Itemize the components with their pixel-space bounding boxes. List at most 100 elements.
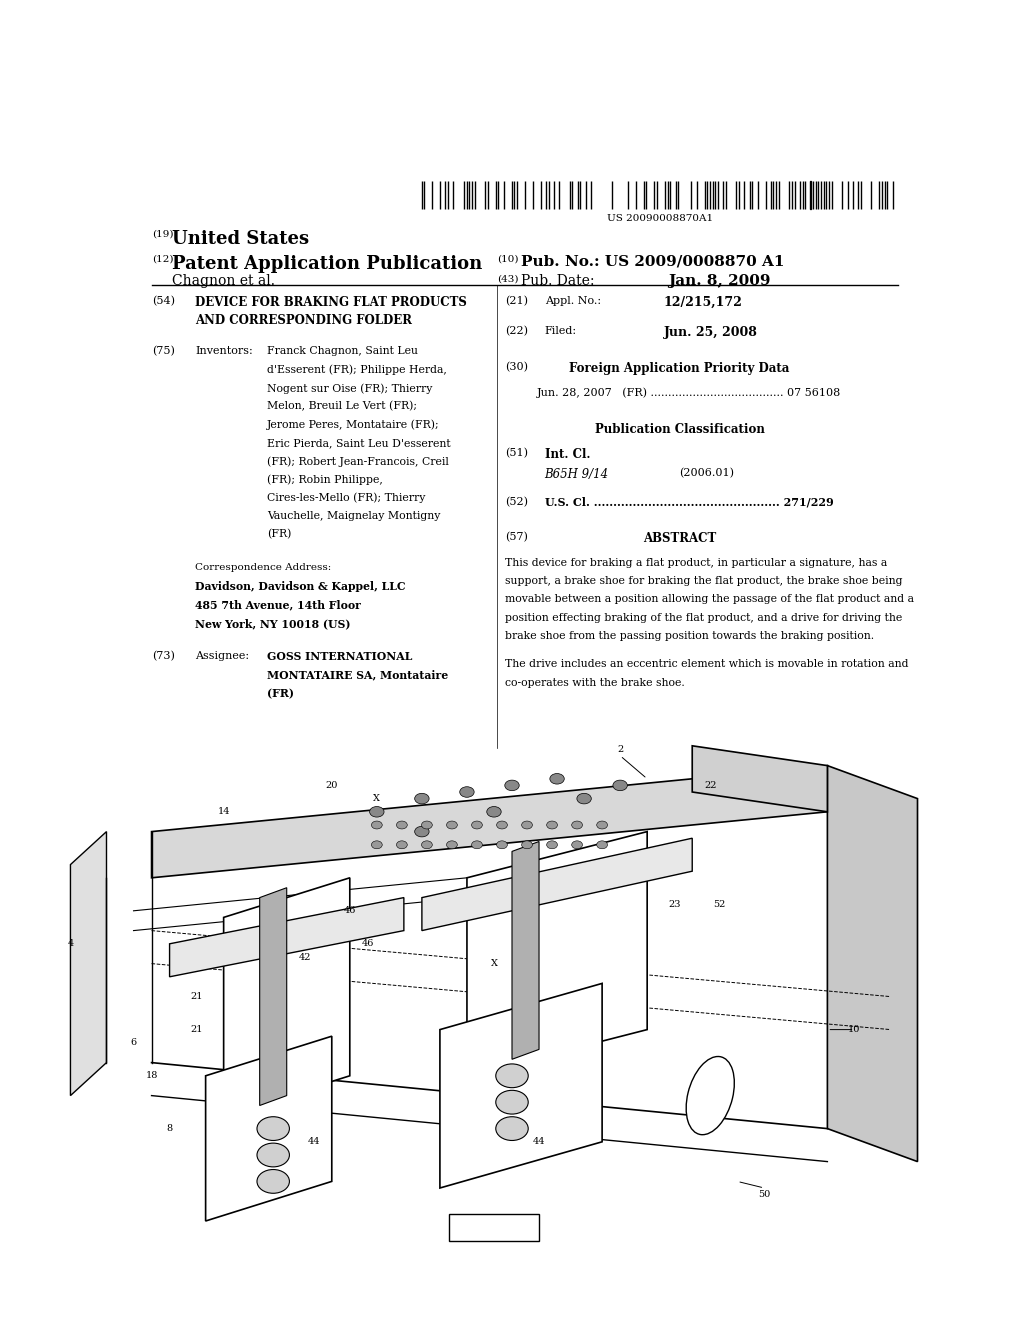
Polygon shape bbox=[152, 766, 827, 878]
Text: United States: United States bbox=[172, 230, 309, 248]
Circle shape bbox=[396, 821, 408, 829]
Text: (12): (12) bbox=[152, 255, 173, 264]
Text: Patent Application Publication: Patent Application Publication bbox=[172, 255, 482, 273]
Polygon shape bbox=[440, 983, 602, 1188]
Text: (FR); Robert Jean-Francois, Creil: (FR); Robert Jean-Francois, Creil bbox=[267, 457, 449, 467]
Text: (2006.01): (2006.01) bbox=[680, 469, 734, 479]
Circle shape bbox=[257, 1117, 290, 1140]
Circle shape bbox=[496, 1064, 528, 1088]
Polygon shape bbox=[223, 878, 350, 1115]
Circle shape bbox=[446, 841, 458, 849]
Text: Cires-les-Mello (FR); Thierry: Cires-les-Mello (FR); Thierry bbox=[267, 492, 425, 503]
Circle shape bbox=[613, 780, 628, 791]
Polygon shape bbox=[827, 766, 918, 1162]
Text: 20: 20 bbox=[326, 781, 338, 789]
Circle shape bbox=[471, 821, 482, 829]
Text: (54): (54) bbox=[152, 296, 175, 306]
Text: 14: 14 bbox=[217, 808, 230, 816]
Text: 6: 6 bbox=[130, 1039, 136, 1047]
Circle shape bbox=[372, 841, 382, 849]
Polygon shape bbox=[422, 838, 692, 931]
Text: Correspondence Address:: Correspondence Address: bbox=[196, 562, 332, 572]
Text: Pub. Date:: Pub. Date: bbox=[521, 275, 594, 288]
Circle shape bbox=[486, 807, 501, 817]
Text: B65H 9/14: B65H 9/14 bbox=[545, 469, 608, 482]
Circle shape bbox=[257, 1143, 290, 1167]
Polygon shape bbox=[260, 887, 287, 1106]
Text: (75): (75) bbox=[152, 346, 175, 356]
Text: 18: 18 bbox=[145, 1072, 158, 1080]
Circle shape bbox=[521, 821, 532, 829]
Ellipse shape bbox=[686, 1056, 734, 1135]
Polygon shape bbox=[512, 842, 539, 1059]
Polygon shape bbox=[467, 832, 647, 1076]
Text: Franck Chagnon, Saint Leu: Franck Chagnon, Saint Leu bbox=[267, 346, 418, 356]
Text: Jan. 8, 2009: Jan. 8, 2009 bbox=[668, 275, 770, 288]
Circle shape bbox=[597, 841, 607, 849]
Text: Inventors:: Inventors: bbox=[196, 346, 253, 356]
Polygon shape bbox=[692, 746, 827, 812]
Text: 21: 21 bbox=[190, 1026, 203, 1034]
Text: Chagnon et al.: Chagnon et al. bbox=[172, 275, 274, 288]
Text: AND CORRESPONDING FOLDER: AND CORRESPONDING FOLDER bbox=[196, 314, 413, 327]
Circle shape bbox=[422, 821, 432, 829]
Text: Jerome Peres, Montataire (FR);: Jerome Peres, Montataire (FR); bbox=[267, 420, 439, 430]
Text: The drive includes an eccentric element which is movable in rotation and: The drive includes an eccentric element … bbox=[505, 660, 908, 669]
Text: Vauchelle, Maignelay Montigny: Vauchelle, Maignelay Montigny bbox=[267, 511, 440, 521]
Text: 21: 21 bbox=[190, 993, 203, 1001]
Text: Nogent sur Oise (FR); Thierry: Nogent sur Oise (FR); Thierry bbox=[267, 383, 432, 393]
Text: (FR); Robin Philippe,: (FR); Robin Philippe, bbox=[267, 474, 383, 484]
Text: Foreign Application Priority Data: Foreign Application Priority Data bbox=[569, 362, 790, 375]
Text: ABSTRACT: ABSTRACT bbox=[643, 532, 716, 545]
Text: (73): (73) bbox=[152, 651, 175, 661]
Circle shape bbox=[547, 821, 557, 829]
Text: Publication Classification: Publication Classification bbox=[595, 422, 765, 436]
Circle shape bbox=[471, 841, 482, 849]
Circle shape bbox=[415, 793, 429, 804]
Text: (30): (30) bbox=[505, 362, 528, 372]
Text: GOSS INTERNATIONAL: GOSS INTERNATIONAL bbox=[267, 651, 413, 663]
Text: 44: 44 bbox=[532, 1138, 546, 1146]
Circle shape bbox=[521, 841, 532, 849]
Polygon shape bbox=[206, 1036, 332, 1221]
Polygon shape bbox=[71, 832, 106, 1096]
Text: 12/215,172: 12/215,172 bbox=[664, 296, 742, 309]
Circle shape bbox=[547, 841, 557, 849]
Text: 4: 4 bbox=[68, 940, 74, 948]
Text: 52: 52 bbox=[713, 900, 725, 908]
Text: (43): (43) bbox=[497, 275, 518, 284]
Text: Melon, Breuil Le Vert (FR);: Melon, Breuil Le Vert (FR); bbox=[267, 401, 417, 412]
Text: Jun. 28, 2007   (FR) ...................................... 07 56108: Jun. 28, 2007 (FR) .....................… bbox=[537, 387, 841, 397]
Text: Filed:: Filed: bbox=[545, 326, 577, 337]
Text: (FR): (FR) bbox=[267, 688, 294, 700]
Circle shape bbox=[571, 841, 583, 849]
Text: 8: 8 bbox=[167, 1125, 173, 1133]
Text: US 20090008870A1: US 20090008870A1 bbox=[606, 214, 713, 223]
Text: 2: 2 bbox=[617, 744, 624, 754]
Text: Davidson, Davidson & Kappel, LLC: Davidson, Davidson & Kappel, LLC bbox=[196, 581, 407, 593]
Bar bbox=[449, 1214, 539, 1241]
Text: brake shoe from the passing position towards the braking position.: brake shoe from the passing position tow… bbox=[505, 631, 874, 642]
Text: 50: 50 bbox=[758, 1191, 770, 1199]
Text: support, a brake shoe for braking the flat product, the brake shoe being: support, a brake shoe for braking the fl… bbox=[505, 576, 902, 586]
Text: d'Esserent (FR); Philippe Herda,: d'Esserent (FR); Philippe Herda, bbox=[267, 364, 446, 375]
Circle shape bbox=[460, 787, 474, 797]
Text: Jun. 25, 2008: Jun. 25, 2008 bbox=[664, 326, 758, 339]
Text: (51): (51) bbox=[505, 447, 528, 458]
Polygon shape bbox=[170, 898, 403, 977]
Text: 22: 22 bbox=[703, 781, 717, 789]
Text: (22): (22) bbox=[505, 326, 528, 337]
Circle shape bbox=[257, 1170, 290, 1193]
Text: 10: 10 bbox=[848, 1026, 860, 1034]
Text: 485 7th Avenue, 14th Floor: 485 7th Avenue, 14th Floor bbox=[196, 599, 361, 611]
Circle shape bbox=[496, 1117, 528, 1140]
Circle shape bbox=[446, 821, 458, 829]
Text: U.S. Cl. ................................................ 271/229: U.S. Cl. ...............................… bbox=[545, 496, 834, 508]
Text: X: X bbox=[490, 960, 498, 968]
Text: Appl. No.:: Appl. No.: bbox=[545, 296, 601, 306]
Text: 42: 42 bbox=[298, 953, 311, 961]
Text: 46: 46 bbox=[361, 940, 374, 948]
Circle shape bbox=[422, 841, 432, 849]
Circle shape bbox=[372, 821, 382, 829]
Text: (21): (21) bbox=[505, 296, 528, 306]
